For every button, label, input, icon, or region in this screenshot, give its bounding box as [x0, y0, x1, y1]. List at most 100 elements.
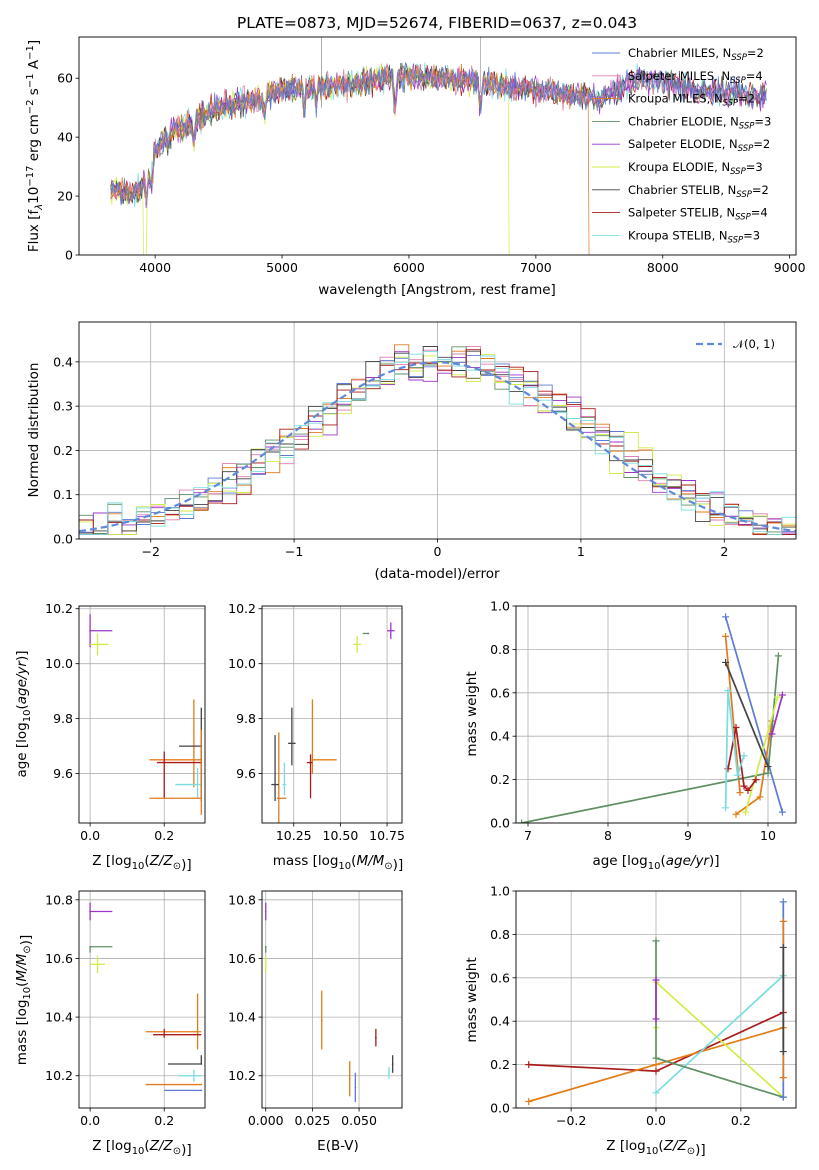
y-axis-label-part: −2	[25, 99, 36, 114]
weight-point-marker	[740, 782, 748, 790]
axes-frame	[515, 890, 797, 1109]
data-point	[196, 783, 199, 786]
axis-label-part: age/yr	[14, 660, 30, 705]
weight-point-marker	[756, 793, 764, 801]
histogram-step-line	[79, 345, 796, 539]
y-axis-label-part: 10	[26, 187, 42, 204]
weight-point-marker	[525, 1061, 533, 1069]
legend-label: Kroupa MILES, NSSP=2	[628, 92, 755, 109]
axis-label-part: 10	[648, 861, 661, 872]
weight-point-marker	[652, 1089, 660, 1097]
x-axis-label: wavelength [Angstrom, rest frame]	[318, 282, 556, 298]
weight-point-marker	[774, 652, 782, 660]
y-tick-label: 1.0	[490, 599, 510, 614]
axis-label-part: (	[14, 982, 30, 987]
y-tick-label: 20	[57, 189, 73, 204]
data-point	[348, 1077, 351, 1080]
weight-point-marker	[652, 937, 660, 945]
y-tick-label: 0.3	[53, 399, 73, 414]
legend-label-part: SSP	[723, 99, 739, 109]
x-tick-label: 4000	[139, 260, 171, 275]
legend-label-part: =4	[751, 206, 768, 220]
weight-point-marker	[734, 771, 742, 779]
y-axis-label: mass weight	[464, 671, 480, 756]
weight-point-marker	[652, 1067, 660, 1075]
y-tick-label: 9.8	[236, 711, 256, 726]
y-tick-label: 0.0	[490, 816, 510, 831]
panel-age_vs_Z: 0.0 0.2 9.6 9.8 10.0 10.2	[45, 601, 206, 843]
axis-label-part: Z/Z	[149, 853, 174, 869]
weight-series-line	[744, 696, 779, 813]
weight-point-marker	[764, 763, 772, 771]
axis-label-part: ⊙	[173, 861, 181, 872]
y-tick-label: 0.4	[490, 1014, 510, 1029]
weight-point-marker	[744, 786, 752, 794]
x-tick-label: 7000	[520, 260, 552, 275]
data-point	[356, 643, 359, 646]
legend-label: Salpeter MILES, NSSP=4	[628, 69, 763, 86]
axis-label-part: (	[144, 853, 149, 869]
x-tick-label: 0.000	[248, 1113, 284, 1128]
y-tick-label: 10.0	[45, 656, 73, 671]
axis-label-part: mass [log	[14, 1000, 30, 1066]
data-point	[311, 758, 314, 761]
x-tick-label: 7	[524, 828, 532, 843]
y-tick-label: 10.0	[228, 656, 256, 671]
legend-label-part: =3	[754, 114, 771, 128]
axis-label-part: Z/Z	[149, 1138, 174, 1154]
axis-label-part: (	[658, 1138, 663, 1154]
x-tick-label: 0.0	[80, 1113, 100, 1128]
axis-label-part: )]	[709, 853, 720, 869]
axis-label-part: )]	[393, 857, 404, 873]
y-tick-label: 10.4	[45, 1010, 73, 1025]
y-tick-label: 0.4	[490, 729, 510, 744]
y-tick-label: 10.4	[228, 1010, 256, 1025]
chart-title: PLATE=0873, MJD=52674, FIBERID=0637, z=0…	[237, 14, 637, 32]
weight-point-marker	[736, 789, 744, 797]
data-point	[274, 783, 276, 786]
legend-label-part: =2	[738, 92, 755, 106]
normal-pdf-line	[79, 361, 796, 533]
x-axis-label: E(B-V)	[317, 1138, 359, 1154]
axis-label-part: )]	[18, 935, 34, 946]
axes-frame	[78, 890, 206, 1109]
legend-label-part: Salpeter ELODIE, N	[628, 137, 738, 151]
x-tick-label: 10.50	[323, 828, 359, 843]
weight-series-line	[655, 940, 784, 1099]
data-point	[309, 761, 312, 764]
data-point	[290, 742, 293, 745]
x-tick-label: 8	[604, 828, 612, 843]
data-point	[200, 797, 203, 800]
axis-label-part: Z [log	[92, 853, 131, 869]
y-axis-label: age [log10(age/yr)]	[14, 650, 33, 777]
panel-residuals: −2 −1 0 1 2 0.0 0.1 0.2 0.3 0.4	[53, 321, 797, 559]
y-tick-label: 0.4	[53, 354, 73, 369]
x-tick-label: 1	[577, 544, 585, 559]
legend-label-part: SSP	[739, 121, 755, 131]
y-axis-label-part: s	[26, 88, 42, 99]
panel-mass_vs_Z: 0.0 0.2 10.2 10.4 10.6 10.8	[45, 890, 206, 1128]
x-tick-label: 0.2	[154, 828, 174, 843]
y-axis-label: mass weight	[464, 957, 480, 1042]
legend-label: Kroupa STELIB, NSSP=3	[628, 228, 760, 245]
x-tick-label: 0.0	[80, 828, 100, 843]
y-tick-label: 0.1	[53, 487, 73, 502]
x-axis-label: (data-model)/error	[374, 566, 500, 582]
x-tick-label: 6000	[393, 260, 425, 275]
legend-label-part: SSP	[731, 53, 747, 63]
axis-label-part: (	[660, 853, 665, 869]
data-point	[89, 910, 92, 913]
y-tick-label: 0.8	[490, 927, 510, 942]
data-point	[163, 761, 166, 764]
x-tick-label: 10.25	[276, 828, 312, 843]
legend-label-part: =3	[743, 228, 760, 242]
axis-label-part: (	[144, 1138, 149, 1154]
axis-label-part: Z [log	[92, 1138, 131, 1154]
data-point	[96, 643, 99, 646]
y-tick-label: 1.0	[490, 884, 510, 899]
y-tick-label: 0.6	[490, 970, 510, 985]
x-axis-label: mass [log10(M/M⊙)]	[273, 853, 403, 873]
weight-point-marker	[652, 1054, 660, 1062]
weight-point-marker	[779, 1048, 787, 1056]
